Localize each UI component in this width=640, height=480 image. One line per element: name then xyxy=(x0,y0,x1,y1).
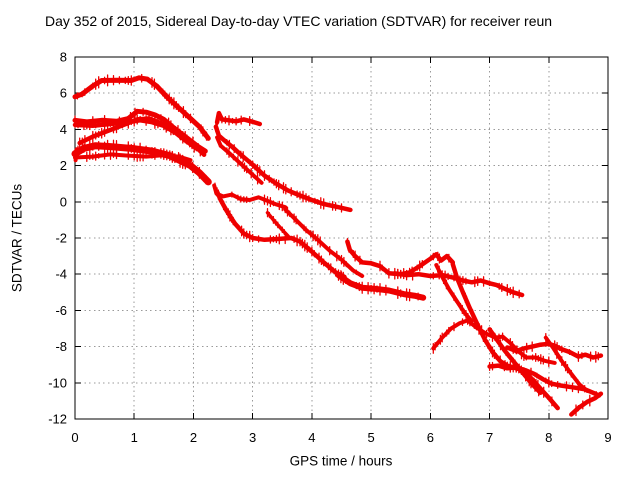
data-track-points xyxy=(266,207,285,236)
data-track-points xyxy=(337,269,419,302)
axis-frame xyxy=(74,56,609,420)
y-tick-label: 2 xyxy=(60,158,67,173)
data-track-points xyxy=(79,114,201,157)
y-tick-label: -10 xyxy=(48,375,67,390)
data-track xyxy=(335,272,427,301)
data-track xyxy=(71,142,212,186)
data-series xyxy=(71,73,604,417)
data-track-points xyxy=(488,361,597,398)
x-tick-label: 8 xyxy=(545,430,552,445)
chart-title: Day 352 of 2015, Sidereal Day-to-day VTE… xyxy=(45,13,553,29)
y-tick-label: -6 xyxy=(55,303,67,318)
data-track-points xyxy=(215,121,343,213)
data-track-points xyxy=(545,332,586,393)
y-tick-label: -12 xyxy=(48,412,67,427)
data-track-points xyxy=(437,263,469,321)
y-tick-label: -8 xyxy=(55,339,67,354)
x-tick-label: 7 xyxy=(486,430,493,445)
data-track xyxy=(543,335,590,393)
data-track-points xyxy=(217,136,259,185)
x-axis-label: GPS time / hours xyxy=(289,453,393,469)
data-track-points xyxy=(284,205,357,276)
data-track-points xyxy=(216,113,251,128)
data-track xyxy=(213,124,353,213)
x-tick-label: 2 xyxy=(190,430,197,445)
x-tick-label: 3 xyxy=(249,430,256,445)
y-tick-label: 6 xyxy=(60,86,67,101)
data-track xyxy=(215,135,264,185)
x-tick-label: 5 xyxy=(367,430,374,445)
data-track xyxy=(392,271,525,298)
y-tick-label: 4 xyxy=(60,122,67,137)
x-tick-label: 0 xyxy=(71,430,78,445)
y-tick-label: 8 xyxy=(60,50,67,65)
grid-lines xyxy=(75,57,608,419)
data-track-points xyxy=(575,394,591,417)
data-track-points xyxy=(490,327,540,397)
x-tick-label: 4 xyxy=(308,430,315,445)
data-track-points xyxy=(76,73,208,141)
data-track xyxy=(214,110,263,127)
x-tick-label: 9 xyxy=(604,430,611,445)
x-tick-label: 1 xyxy=(131,430,138,445)
y-tick-label: -4 xyxy=(55,267,67,282)
data-track xyxy=(72,75,211,141)
data-track-points xyxy=(216,187,343,280)
data-track-points xyxy=(512,340,599,363)
data-track xyxy=(450,261,560,411)
data-track xyxy=(73,147,79,163)
y-tick-label: 0 xyxy=(60,194,67,209)
tick-labels: 0 1 2 3 4 5 6 7 8 9 -12 -10 -8 -6 -4 -2 0 2 4 6 8 xyxy=(48,50,611,446)
x-tick-label: 6 xyxy=(427,430,434,445)
y-tick-label: -2 xyxy=(55,231,67,246)
data-track-points xyxy=(432,315,550,368)
